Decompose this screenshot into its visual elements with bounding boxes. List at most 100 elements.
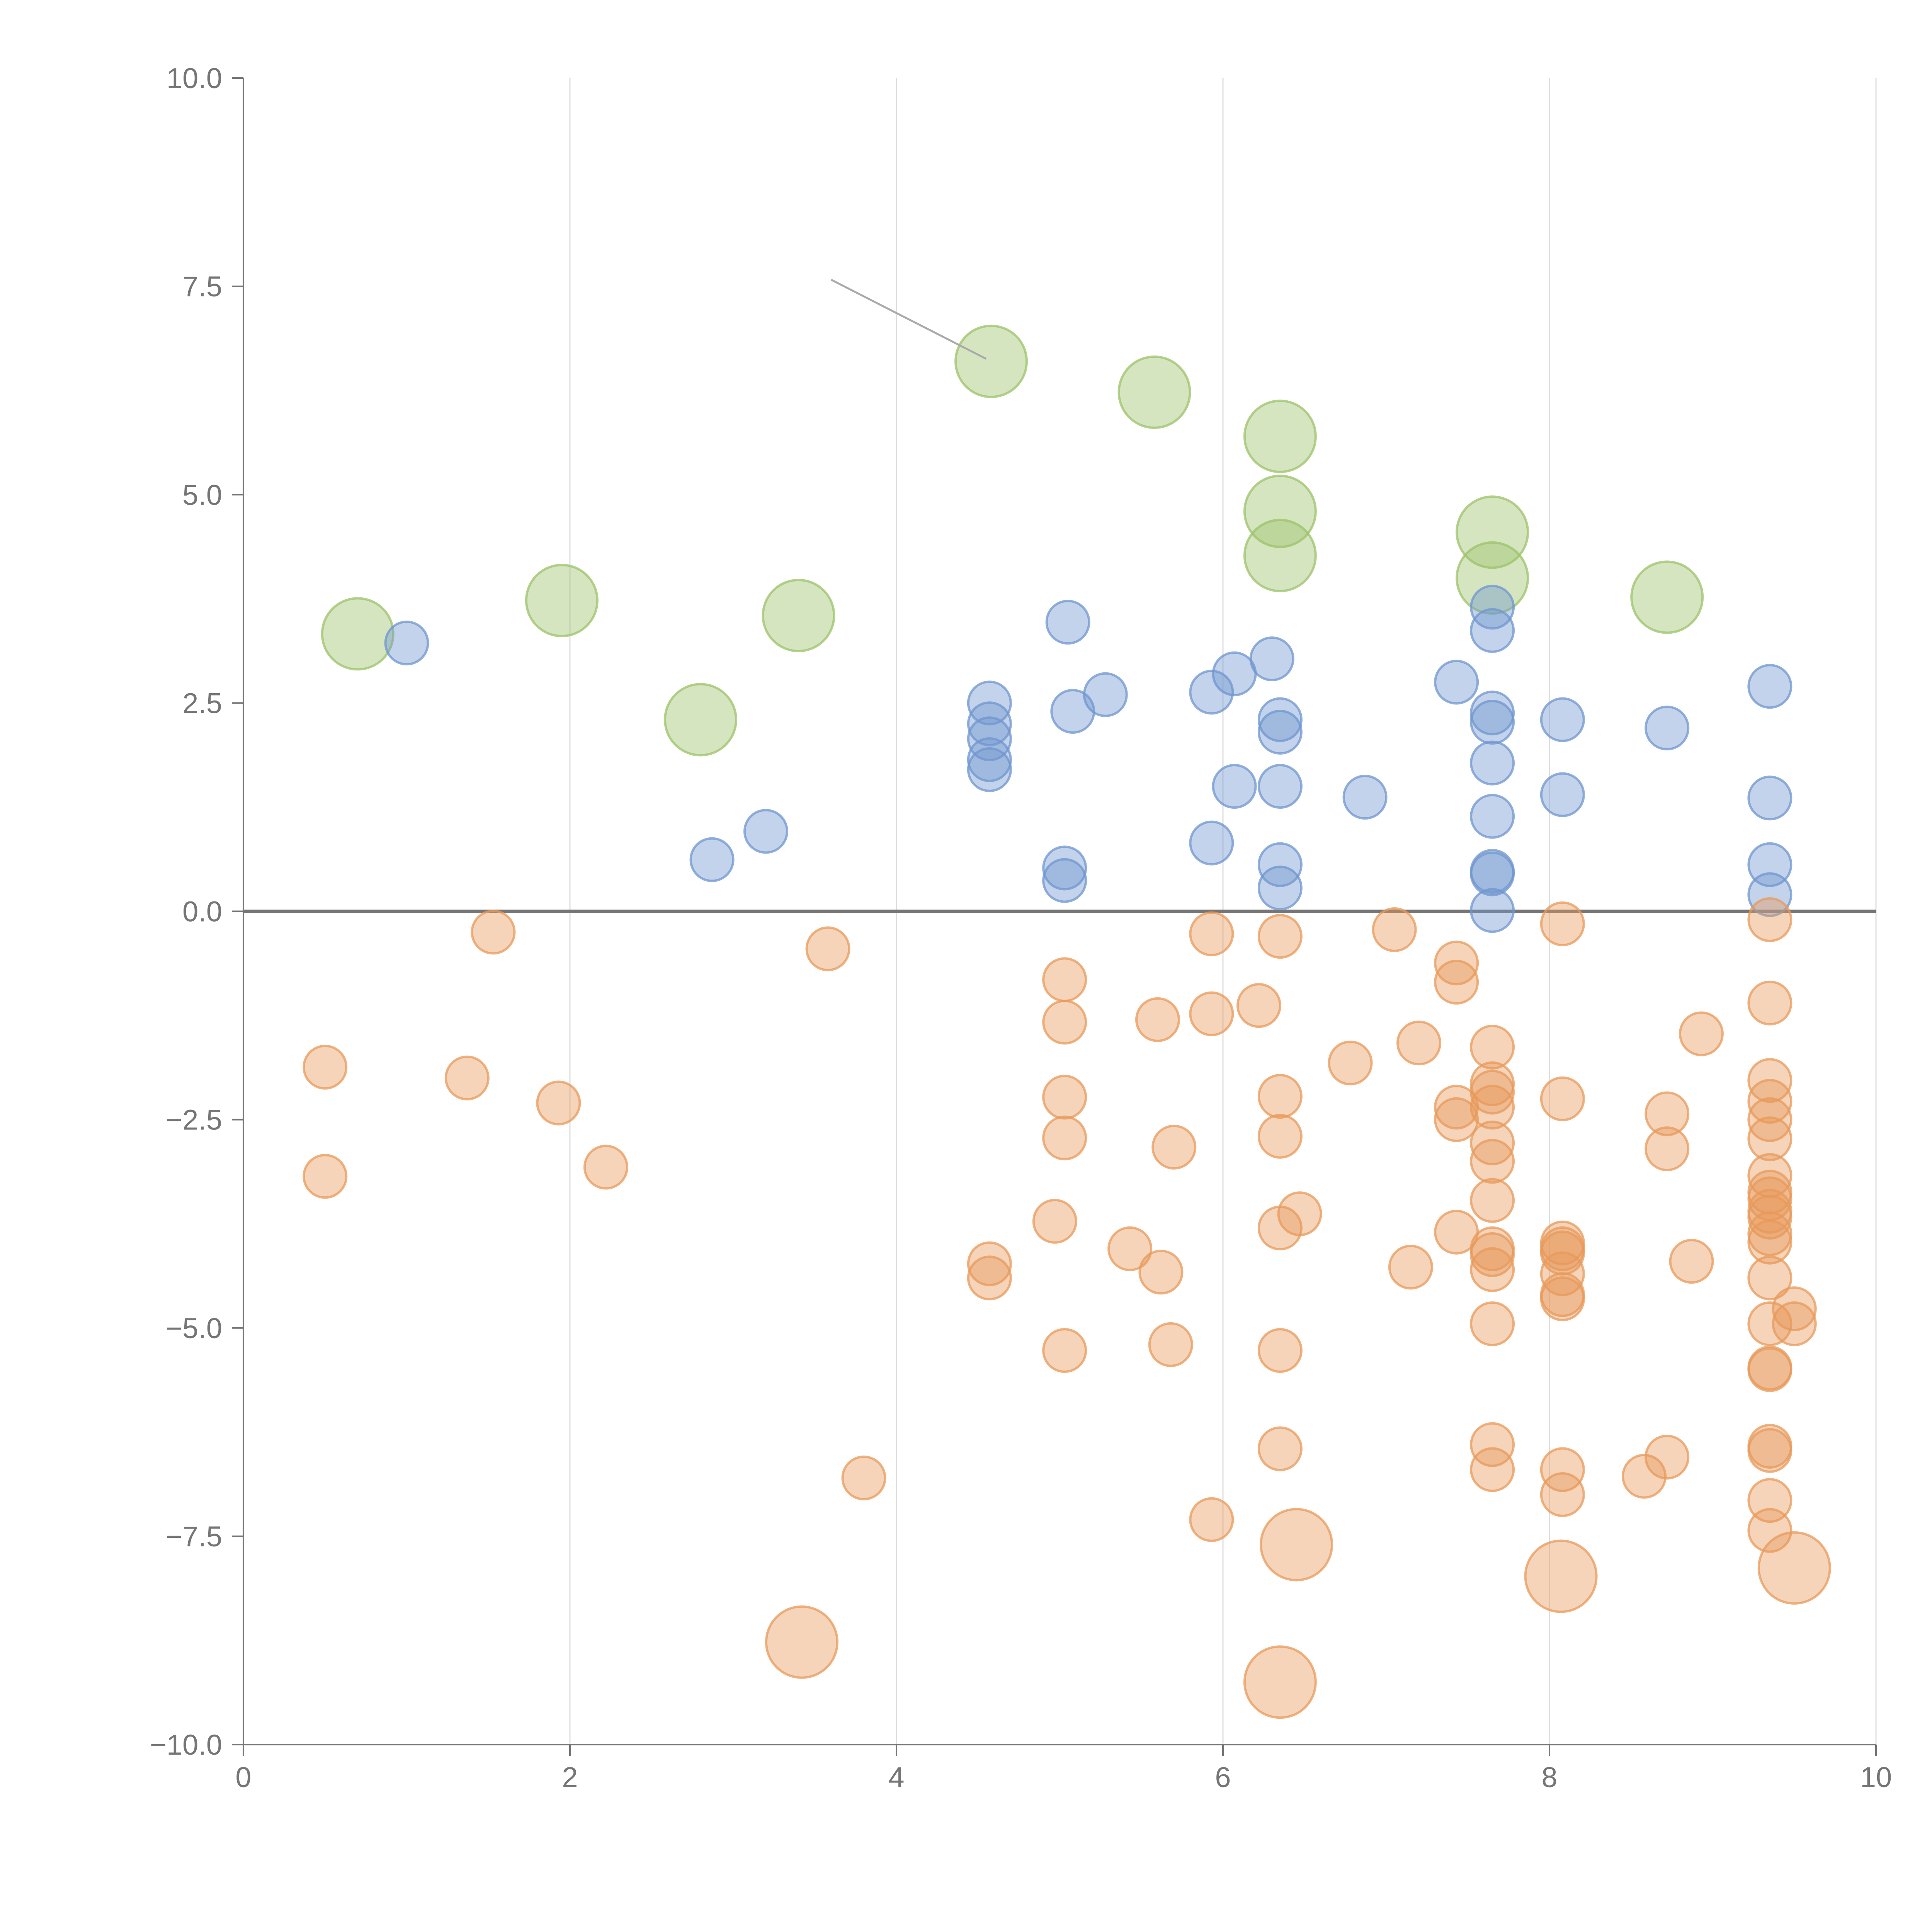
orange-point [841, 1455, 886, 1500]
green-point [1117, 355, 1191, 429]
blue-point [1249, 636, 1294, 682]
orange-point [1540, 1276, 1585, 1321]
x-tick-labels: 0 2 4 6 8 10 [235, 1761, 1892, 1793]
blue-point [1257, 764, 1303, 809]
orange-point [1257, 1114, 1303, 1159]
x-tick-label: 6 [1215, 1761, 1231, 1793]
blue-point [1645, 706, 1690, 751]
y-tick-labels: −10.0 −7.5 −5.0 −2.5 0.0 2.5 5.0 7.5 10.0 [150, 62, 222, 1761]
orange-point [765, 1605, 838, 1679]
blue-point [1470, 794, 1515, 839]
orange-point [967, 1241, 1012, 1286]
green-point [1630, 560, 1704, 634]
orange-point [303, 1154, 348, 1199]
annotation-leader-line [830, 279, 987, 360]
green-point [762, 578, 835, 652]
green-point [321, 597, 395, 671]
orange-point [1032, 1199, 1077, 1244]
orange-point [1470, 1447, 1515, 1492]
blue-point [1470, 690, 1515, 736]
orange-point [1042, 957, 1087, 1002]
orange-point [1645, 1126, 1690, 1172]
orange-point [1747, 897, 1793, 942]
green-point [1243, 400, 1317, 473]
orange-point [1138, 1250, 1184, 1295]
blue-point [1212, 651, 1257, 696]
blue-point [1470, 740, 1515, 786]
orange-point [1470, 1070, 1515, 1115]
orange-point [1669, 1239, 1714, 1284]
orange-point [1243, 1645, 1317, 1719]
y-tick-label: −10.0 [150, 1729, 222, 1761]
green-point [954, 325, 1028, 398]
y-tick-label: 7.5 [182, 270, 222, 303]
y-tick-label: 5.0 [182, 479, 222, 511]
blue-point [689, 837, 735, 882]
orange-point [471, 910, 516, 955]
orange-point [1470, 1085, 1515, 1130]
orange-point [1540, 1076, 1585, 1121]
annotations [830, 279, 987, 360]
blue-point [1257, 866, 1303, 911]
orange-point [1372, 907, 1417, 952]
orange-point [1470, 1247, 1515, 1292]
blue-point [1189, 820, 1234, 866]
series-blue [384, 585, 1793, 933]
orange-point [1470, 1025, 1515, 1070]
blue-point [1434, 660, 1479, 705]
orange-point [1645, 1091, 1690, 1136]
blue-point [1747, 872, 1793, 917]
orange-point [583, 1145, 628, 1190]
orange-point [1257, 914, 1303, 959]
orange-point [1747, 1428, 1793, 1473]
orange-point [1042, 1116, 1087, 1161]
orange-point [1396, 1020, 1441, 1066]
y-tick-label: 2.5 [182, 687, 222, 719]
blue-point [967, 701, 1012, 747]
blue-point [967, 747, 1012, 792]
blue-point [1257, 709, 1303, 755]
blue-point [1257, 697, 1303, 742]
green-point [1243, 519, 1317, 592]
orange-point [1148, 1322, 1193, 1367]
x-tick-label: 4 [888, 1761, 904, 1793]
x-tick-label: 8 [1541, 1761, 1557, 1793]
orange-point [1747, 1219, 1793, 1265]
orange-point [1388, 1245, 1433, 1290]
orange-point [805, 926, 850, 971]
orange-point [1540, 901, 1585, 946]
orange-point [303, 1044, 348, 1090]
blue-point [1212, 764, 1257, 809]
green-point [1243, 474, 1317, 548]
orange-point [1107, 1226, 1153, 1271]
orange-point [1747, 1079, 1793, 1124]
blue-point [1747, 664, 1793, 709]
x-tick-label: 10 [1860, 1761, 1892, 1793]
orange-point [1747, 1194, 1793, 1240]
blue-point [1470, 851, 1515, 896]
blue-point [1042, 845, 1087, 891]
green-point [664, 683, 737, 757]
orange-point [1470, 1121, 1515, 1166]
blue-point [1470, 699, 1515, 745]
orange-point [1434, 940, 1479, 986]
orange-point [1772, 1286, 1817, 1332]
orange-point [1622, 1454, 1667, 1499]
orange-point [536, 1080, 581, 1126]
blue-point [1747, 776, 1793, 821]
orange-point [1747, 1116, 1793, 1162]
orange-point [1747, 1301, 1793, 1346]
orange-point [1434, 959, 1479, 1005]
orange-point [1189, 991, 1234, 1036]
blue-point [1540, 772, 1585, 817]
orange-point [1757, 1531, 1831, 1605]
blue-point [1042, 858, 1087, 903]
orange-point [1747, 1347, 1793, 1392]
y-tick-label: −7.5 [166, 1520, 222, 1553]
orange-point [1277, 1191, 1322, 1236]
y-tick-label: 0.0 [182, 896, 222, 928]
orange-point [1257, 1328, 1303, 1373]
blue-point [384, 621, 429, 666]
orange-point [1470, 1422, 1515, 1467]
